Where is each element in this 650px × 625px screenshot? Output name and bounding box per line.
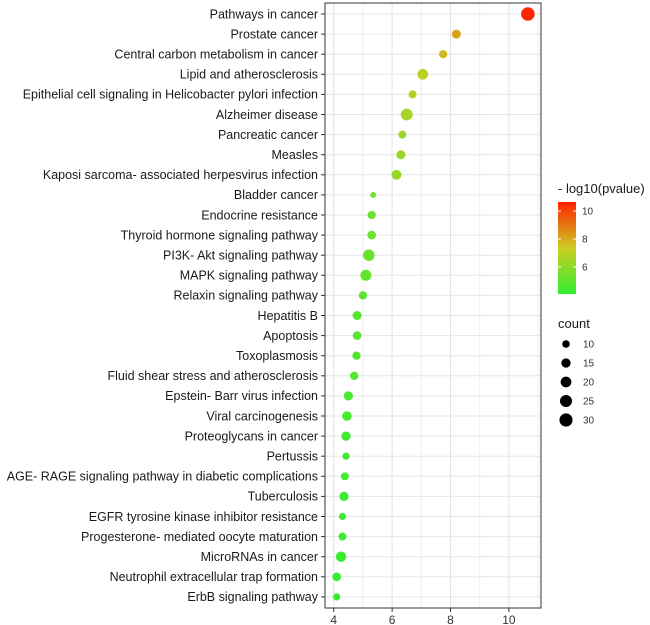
term-label: Thyroid hormone signaling pathway [121,228,319,242]
data-point [363,249,375,261]
term-label: Lipid and atherosclerosis [180,68,318,82]
term-label: Apoptosis [263,329,318,343]
term-label: Central carbon metabolism in cancer [114,48,318,62]
size-legend-label: 15 [583,359,595,370]
term-label: MAPK signaling pathway [180,269,319,283]
term-label: Progesterone- mediated oocyte maturation [81,530,318,544]
data-point [400,108,413,121]
data-point [352,311,362,320]
x-axis: 4 6 8 10 [330,608,516,625]
term-label: Bladder cancer [234,188,318,202]
term-label: Pathways in cancer [210,7,318,21]
term-label: Tuberculosis [248,490,318,504]
term-label: MicroRNAs in cancer [201,550,318,564]
plot-panel [324,2,542,609]
data-point [367,230,377,240]
data-point [391,169,402,180]
color-legend-tick-label: 10 [582,207,594,218]
term-label: Hepatitis B [258,309,318,323]
color-legend-title: - log10(pvalue) [558,181,645,196]
term-label: Endocrine resistance [201,208,318,222]
data-point [339,491,349,502]
data-points [332,7,535,601]
term-label: Viral carcinogenesis [206,409,318,423]
plot-panel-border [324,2,542,609]
data-point [352,351,361,360]
size-legend-label: 20 [583,378,595,389]
data-point [343,391,353,401]
term-label: Kaposi sarcoma- associated herpesvirus i… [43,168,318,182]
size-legend-dot [562,340,570,348]
data-point [360,269,372,281]
data-point [341,431,351,441]
size-legend-dot [559,413,573,427]
term-label: AGE- RAGE signaling pathway in diabetic … [7,470,318,484]
size-legend: count 10 15 20 25 30 [558,316,595,427]
term-label: Neutrophil extracellular trap formation [110,570,318,584]
data-point [370,191,377,198]
term-label: Epstein- Barr virus infection [165,389,318,403]
data-point [358,291,368,300]
size-legend-label: 10 [583,340,595,351]
term-labels: Pathways in cancer Prostate cancer Central… [7,7,325,604]
term-label: Pancreatic cancer [218,128,318,142]
term-label: Measles [271,148,318,162]
data-point [521,7,535,21]
data-point [342,452,350,460]
x-tick-label: 8 [447,613,454,625]
color-legend-tick-label: 8 [582,234,588,245]
color-legend-bar [558,202,576,294]
size-legend-items: 10 15 20 25 30 [559,340,595,427]
data-point [342,411,352,421]
data-point [335,551,347,562]
term-label: Relaxin signaling pathway [173,289,318,303]
data-point [350,371,359,380]
data-point [408,90,417,99]
term-label: Proteoglycans in cancer [185,429,318,443]
color-legend-ticks: 6 8 10 [558,207,594,273]
size-legend-dot [560,376,572,388]
x-tick-label: 4 [330,613,337,625]
term-label: Pertussis [267,450,318,464]
data-point [333,593,341,601]
term-label: Fluid shear stress and atherosclerosis [107,369,318,383]
size-legend-label: 25 [583,397,595,408]
data-point [367,210,376,220]
data-point [417,68,429,80]
plot-panel-background [325,3,541,608]
term-label: Epithelial cell signaling in Helicobacte… [23,88,318,102]
data-point [451,29,461,39]
term-label: Prostate cancer [230,27,318,41]
term-label: Toxoplasmosis [236,349,318,363]
size-legend-dot [561,358,571,368]
data-point [439,50,448,59]
size-legend-dot [560,395,572,407]
data-point [340,472,349,481]
color-legend-tick-label: 6 [582,262,588,273]
term-label: Alzheimer disease [216,108,318,122]
size-legend-title: count [558,316,590,331]
data-point [338,512,347,521]
term-label: PI3K- Akt signaling pathway [163,249,319,263]
x-tick-label: 6 [389,613,396,625]
data-point [398,130,407,139]
grid-lines [325,3,541,608]
data-point [338,532,347,541]
size-legend-label: 30 [583,416,595,427]
term-label: ErbB signaling pathway [187,590,318,604]
x-tick-label: 10 [502,613,516,625]
color-legend: - log10(pvalue) 6 8 10 [558,181,645,294]
term-label: EGFR tyrosine kinase inhibitor resistanc… [89,510,318,524]
data-point [352,331,362,340]
data-point [396,150,406,160]
data-point [332,572,342,582]
